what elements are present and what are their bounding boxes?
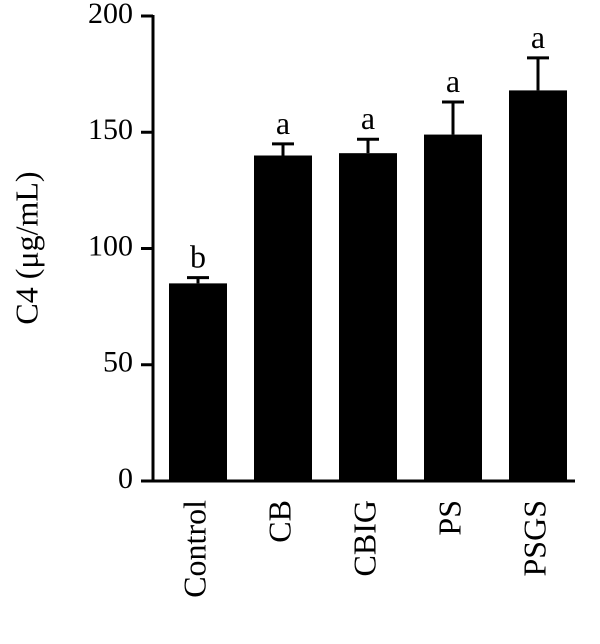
x-tick-label: CBIG [346, 500, 382, 576]
bar [424, 134, 482, 481]
bar [254, 155, 312, 481]
y-tick-label: 150 [88, 113, 133, 146]
x-tick-label: PS [431, 500, 467, 536]
bar [339, 153, 397, 482]
bar [169, 283, 227, 481]
y-tick-label: 0 [118, 462, 133, 495]
bar [509, 90, 567, 482]
y-axis-label: C4 (μg/mL) [8, 171, 44, 324]
significance-letter: a [446, 63, 460, 99]
x-tick-label: CB [261, 500, 297, 543]
significance-letter: b [190, 239, 206, 275]
significance-letter: a [531, 19, 545, 55]
significance-letter: a [361, 100, 375, 136]
x-tick-label: Control [176, 500, 212, 598]
significance-letter: a [276, 105, 290, 141]
y-tick-label: 50 [103, 346, 133, 379]
x-tick-label: PSGS [516, 500, 552, 577]
y-tick-label: 200 [88, 0, 133, 30]
y-tick-label: 100 [88, 229, 133, 262]
